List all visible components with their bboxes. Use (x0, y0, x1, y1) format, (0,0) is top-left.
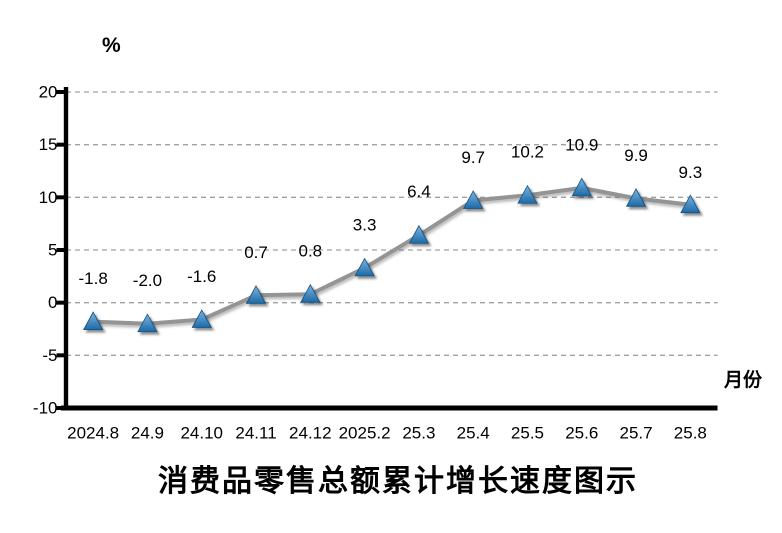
data-label: 9.3 (679, 163, 703, 182)
x-axis-label: 月份 (724, 370, 763, 391)
data-label: 0.7 (244, 243, 268, 262)
y-tick-label: 5 (48, 241, 57, 260)
x-tick-label: 2024.8 (67, 424, 119, 443)
triangle-marker (137, 313, 158, 333)
y-tick-mark (56, 90, 66, 94)
x-tick-label: 24.9 (131, 424, 164, 443)
x-tick-label: 24.10 (180, 424, 223, 443)
x-tick-label: 25.8 (674, 424, 707, 443)
triangle-marker (517, 184, 538, 204)
series-line (93, 185, 691, 326)
data-label: 9.9 (624, 146, 648, 165)
triangle-marker (300, 283, 321, 303)
data-label: -2.0 (133, 271, 162, 290)
y-tick-mark (56, 142, 66, 147)
x-tick-label: 25.5 (511, 424, 544, 443)
y-tick-label: 15 (39, 135, 58, 154)
x-axis-line (61, 405, 718, 411)
gridlines (66, 91, 718, 356)
x-tick-label: 25.3 (402, 424, 435, 443)
chart-title: 消费品零售总额累计增长速度图示 (158, 465, 638, 498)
y-tick-label: 20 (39, 83, 58, 102)
triangle-marker (571, 177, 592, 197)
triangle-marker (82, 311, 104, 331)
y-tick-mark (56, 353, 66, 358)
y-tick-mark (56, 195, 66, 200)
data-label: 10.2 (511, 143, 544, 162)
axes: 20 15 10 5 0 -5 -10 (33, 83, 718, 418)
y-tick-mark (56, 248, 66, 252)
y-tick-label: -10 (33, 399, 58, 418)
data-label: 6.4 (407, 182, 431, 201)
y-tick-mark (56, 300, 66, 305)
triangle-marker (245, 284, 267, 304)
x-tick-label: 25.4 (457, 424, 490, 443)
y-tick-mark (56, 406, 66, 410)
triangle-marker (680, 194, 701, 214)
data-label: -1.8 (78, 269, 107, 288)
data-label: 9.7 (461, 148, 485, 167)
y-tick-label: -5 (42, 346, 57, 365)
x-tick-label: 24.12 (289, 424, 332, 443)
x-tick-label: 24.11 (235, 424, 276, 443)
y-tick-label: 10 (39, 188, 58, 207)
y-tick-label: 0 (48, 293, 57, 312)
data-label: 10.9 (565, 135, 598, 154)
x-tick-label: 25.6 (565, 424, 598, 443)
data-points: -1.8 -2.0 -1.6 0.7 0.8 3.3 6.4 9.7 10.2 10.9 9.9 9.… (78, 135, 703, 333)
triangle-marker (191, 309, 212, 328)
data-label: -1.6 (187, 267, 216, 286)
x-tick-label: 2025.2 (339, 424, 391, 443)
y-axis-unit-label: % (102, 34, 121, 57)
triangle-marker (463, 190, 484, 209)
data-label: 3.3 (353, 215, 377, 234)
triangle-marker (408, 224, 430, 244)
x-tick-label: 25.7 (620, 424, 653, 443)
data-label: 0.8 (298, 242, 322, 261)
triangle-marker (625, 188, 647, 207)
triangle-marker (354, 257, 375, 277)
